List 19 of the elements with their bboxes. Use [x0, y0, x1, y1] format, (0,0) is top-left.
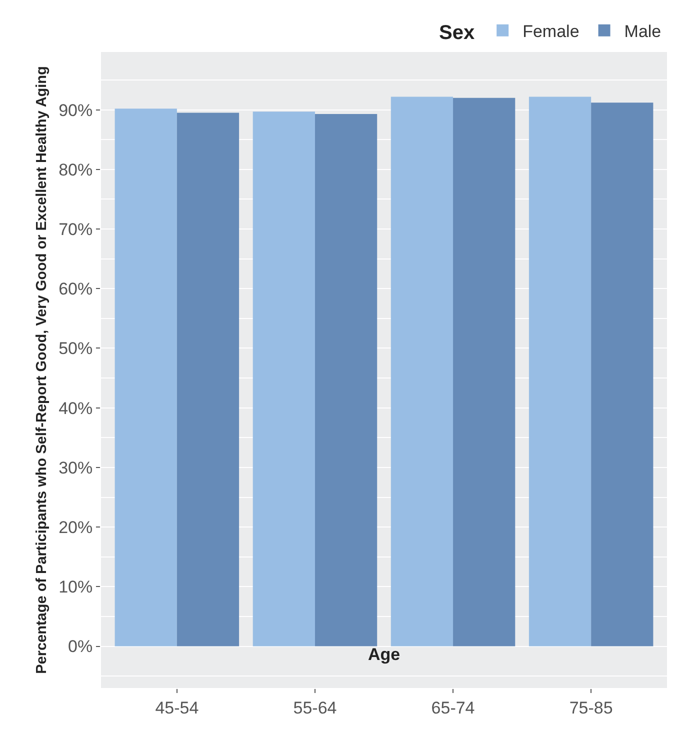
x-tick-label: 45-54 [155, 698, 199, 718]
legend-label: Female [522, 22, 580, 41]
y-tick-label: 30% [58, 458, 93, 478]
x-tick-label: 55-64 [293, 698, 337, 718]
x-axis-title: Age [368, 645, 400, 664]
y-tick-label: 20% [58, 518, 93, 538]
x-tick-label: 75-85 [569, 698, 613, 718]
y-tick-label: 0% [68, 637, 93, 656]
y-tick-label: 60% [58, 280, 93, 299]
y-tick-label: 10% [58, 578, 93, 597]
y-tick-label: 80% [58, 160, 93, 180]
y-tick-label: 40% [58, 398, 93, 418]
y-tick-label: 90% [58, 100, 93, 120]
y-tick-label: 50% [58, 339, 93, 358]
x-tick-label: 65-74 [431, 698, 475, 718]
y-tick-label: 70% [58, 220, 93, 239]
legend-title: Sex [439, 22, 475, 44]
legend-label: Male [624, 22, 662, 41]
y-axis-title: Percentage of Participants who Self-Report Good, Very Good or Excellent Healthy Aging [34, 66, 50, 674]
